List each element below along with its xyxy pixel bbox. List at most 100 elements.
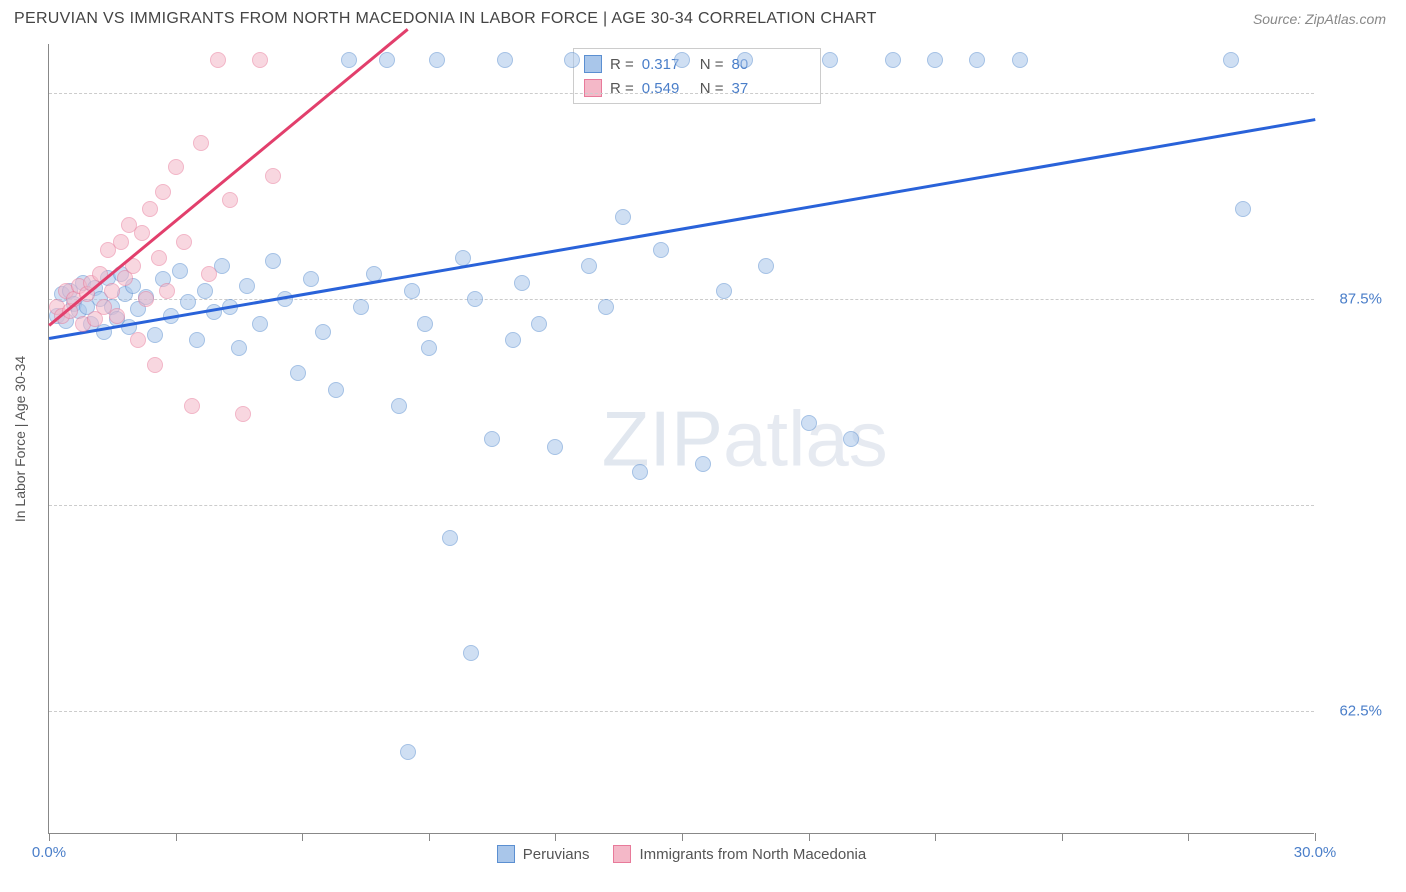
data-point-macedonia [235,406,251,422]
data-point-peruvians [417,316,433,332]
data-point-peruvians [801,415,817,431]
series-legend-item-macedonia: Immigrants from North Macedonia [613,845,866,863]
data-point-peruvians [391,398,407,414]
series-legend-label: Peruvians [523,846,590,863]
data-point-macedonia [130,332,146,348]
gridline [49,299,1314,300]
data-point-macedonia [134,225,150,241]
x-tick [1062,833,1063,841]
x-tick [429,833,430,841]
data-point-peruvians [547,439,563,455]
data-point-peruvians [531,316,547,332]
data-point-macedonia [155,184,171,200]
data-point-macedonia [113,234,129,250]
x-tick [176,833,177,841]
correlation-legend: R =0.317N =80R =0.549N =37 [573,48,821,104]
data-point-peruvians [147,327,163,343]
data-point-macedonia [184,398,200,414]
gridline [49,505,1314,506]
chart-header: PERUVIAN VS IMMIGRANTS FROM NORTH MACEDO… [0,0,1406,34]
y-tick-label: 87.5% [1339,291,1382,308]
legend-n-label: N = [700,56,724,73]
data-point-macedonia [159,283,175,299]
data-point-peruvians [843,431,859,447]
data-point-macedonia [151,250,167,266]
data-point-macedonia [210,52,226,68]
legend-swatch [584,55,602,73]
data-point-peruvians [1223,52,1239,68]
gridline [49,711,1314,712]
series-legend: Peruvians Immigrants from North Macedonia [49,845,1314,863]
source-label: Source: [1253,11,1305,27]
data-point-peruvians [197,283,213,299]
data-point-macedonia [147,357,163,373]
data-point-peruvians [695,456,711,472]
data-point-peruvians [581,258,597,274]
data-point-peruvians [716,283,732,299]
legend-row-peruvians: R =0.317N =80 [584,52,810,76]
data-point-peruvians [180,294,196,310]
data-point-peruvians [598,299,614,315]
data-point-macedonia [176,234,192,250]
data-point-peruvians [1012,52,1028,68]
trend-line-macedonia [48,28,408,326]
data-point-peruvians [497,52,513,68]
data-point-peruvians [189,332,205,348]
y-axis-label: In Labor Force | Age 30-34 [12,356,28,522]
data-point-peruvians [353,299,369,315]
data-point-macedonia [109,308,125,324]
data-point-peruvians [265,253,281,269]
series-legend-item-peruvians: Peruvians [497,845,590,863]
data-point-peruvians [341,52,357,68]
x-tick [302,833,303,841]
data-point-peruvians [1235,201,1251,217]
data-point-macedonia [193,135,209,151]
data-point-macedonia [138,291,154,307]
data-point-peruvians [927,52,943,68]
data-point-peruvians [632,464,648,480]
data-point-peruvians [252,316,268,332]
data-point-peruvians [505,332,521,348]
x-tick [555,833,556,841]
data-point-peruvians [737,52,753,68]
data-point-peruvians [615,209,631,225]
data-point-peruvians [172,263,188,279]
data-point-peruvians [564,52,580,68]
data-point-macedonia [265,168,281,184]
data-point-peruvians [484,431,500,447]
data-point-peruvians [303,271,319,287]
data-point-macedonia [252,52,268,68]
source-attribution: Source: ZipAtlas.com [1253,11,1386,27]
data-point-macedonia [142,201,158,217]
data-point-peruvians [239,278,255,294]
x-tick [809,833,810,841]
data-point-peruvians [885,52,901,68]
data-point-peruvians [674,52,690,68]
data-point-peruvians [969,52,985,68]
data-point-peruvians [467,291,483,307]
data-point-macedonia [222,192,238,208]
data-point-peruvians [379,52,395,68]
data-point-peruvians [653,242,669,258]
data-point-macedonia [104,283,120,299]
data-point-peruvians [421,340,437,356]
y-tick-label: 62.5% [1339,702,1382,719]
data-point-peruvians [404,283,420,299]
trend-line-peruvians [49,118,1315,339]
plot-region: ZIPatlas R =0.317N =80R =0.549N =37 Peru… [48,44,1314,834]
gridline [49,93,1314,94]
data-point-peruvians [463,645,479,661]
legend-swatch [613,845,631,863]
data-point-peruvians [328,382,344,398]
source-value: ZipAtlas.com [1305,11,1386,27]
data-point-macedonia [168,159,184,175]
x-tick-label: 0.0% [32,844,66,861]
data-point-peruvians [231,340,247,356]
data-point-peruvians [429,52,445,68]
x-tick [935,833,936,841]
data-point-macedonia [201,266,217,282]
data-point-peruvians [290,365,306,381]
data-point-peruvians [822,52,838,68]
x-tick [1188,833,1189,841]
chart-title: PERUVIAN VS IMMIGRANTS FROM NORTH MACEDO… [14,10,877,28]
